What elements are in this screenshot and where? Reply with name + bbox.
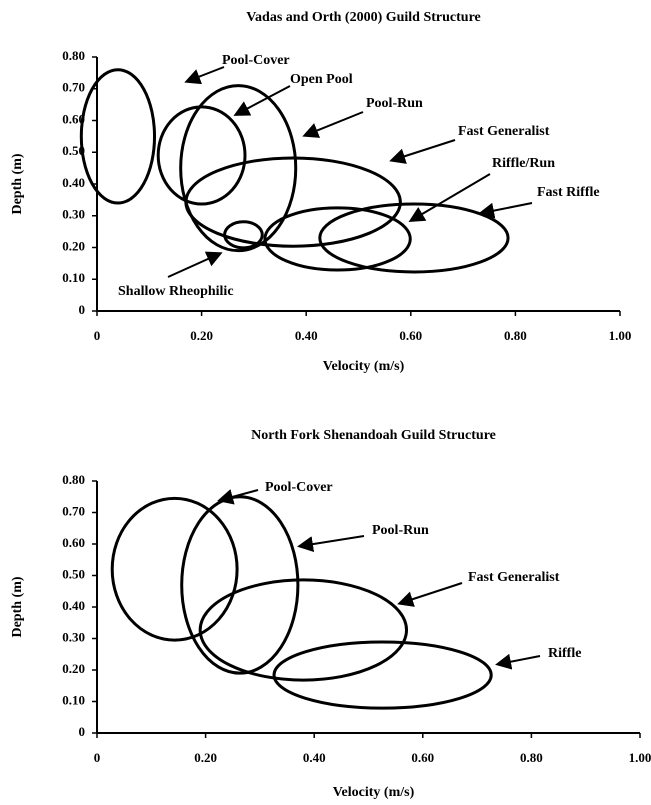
y-axis-label: Depth (m)	[10, 576, 25, 637]
annotation-arrow	[302, 111, 364, 138]
annotation-arrow	[184, 66, 225, 85]
guild-ellipse	[223, 220, 264, 250]
y-tick-label: 0.60	[62, 111, 85, 126]
chart-title: North Fork Shenandoah Guild Structure	[251, 428, 496, 443]
guild-ellipse	[318, 202, 510, 274]
x-axis-label: Velocity (m/s)	[333, 785, 415, 800]
y-tick-label: 0	[79, 302, 86, 317]
guild-ellipse	[272, 640, 493, 710]
x-axis-label: Velocity (m/s)	[323, 359, 405, 374]
guild-label: Pool-Cover	[222, 53, 290, 68]
y-tick-label: 0.80	[62, 48, 85, 63]
y-tick-label: 0.50	[62, 143, 85, 158]
annotation-arrow	[389, 139, 456, 164]
y-tick-label: 0.70	[62, 503, 85, 518]
guild-ellipse	[179, 84, 298, 253]
x-tick-label: 0.80	[520, 750, 543, 765]
guild-label: Pool-Cover	[265, 480, 333, 495]
y-axis-label: Depth (m)	[10, 153, 25, 214]
guild-ellipse	[79, 68, 157, 205]
x-tick-label: 1.00	[609, 328, 632, 343]
guild-label: Open Pool	[290, 72, 353, 87]
x-tick-label: 0.20	[194, 750, 217, 765]
y-tick-label: 0.80	[62, 472, 85, 487]
annotation-arrow	[233, 85, 291, 116]
x-tick-label: 0.80	[504, 328, 527, 343]
y-tick-label: 0.20	[62, 238, 85, 253]
y-tick-label: 0.10	[62, 692, 85, 707]
x-tick-label: 1.00	[629, 750, 651, 765]
guild-ellipse	[184, 156, 402, 248]
x-tick-label: 0.40	[303, 750, 326, 765]
chart-title: Vadas and Orth (2000) Guild Structure	[246, 10, 481, 25]
annotation-arrow	[297, 535, 365, 553]
annotation-arrow	[478, 202, 533, 219]
guild-ellipse	[180, 495, 300, 675]
x-tick-label: 0	[94, 750, 101, 765]
guild-label: Riffle/Run	[492, 156, 555, 171]
guild-ellipse	[198, 578, 409, 682]
annotation-arrow	[408, 173, 491, 223]
y-tick-label: 0	[79, 724, 86, 739]
y-tick-label: 0.30	[62, 207, 85, 222]
y-tick-label: 0.70	[62, 80, 85, 95]
y-tick-label: 0.30	[62, 629, 85, 644]
guild-label: Fast Riffle	[537, 185, 600, 200]
guild-label: Riffle	[548, 646, 581, 661]
y-tick-label: 0.40	[62, 175, 85, 190]
x-tick-label: 0.60	[399, 328, 422, 343]
guild-label: Shallow Rheophilic	[118, 284, 234, 299]
guild-ellipse	[156, 105, 247, 206]
y-tick-label: 0.20	[62, 661, 85, 676]
x-tick-label: 0	[94, 328, 101, 343]
y-tick-label: 0.50	[62, 566, 85, 581]
x-tick-label: 0.40	[295, 328, 318, 343]
x-tick-label: 0.60	[411, 750, 434, 765]
y-tick-label: 0.40	[62, 598, 85, 613]
guild-label: Pool-Run	[372, 523, 429, 538]
y-tick-label: 0.10	[62, 270, 85, 285]
annotation-arrow	[495, 653, 541, 670]
guild-label: Pool-Run	[366, 96, 423, 111]
annotation-arrow	[397, 582, 463, 607]
x-tick-label: 0.20	[190, 328, 213, 343]
guild-ellipse	[263, 206, 412, 272]
guild-label: Fast Generalist	[468, 570, 560, 585]
guild-ellipse	[110, 496, 239, 642]
y-tick-label: 0.60	[62, 535, 85, 550]
annotation-arrow	[167, 251, 223, 278]
guild-label: Fast Generalist	[458, 124, 550, 139]
